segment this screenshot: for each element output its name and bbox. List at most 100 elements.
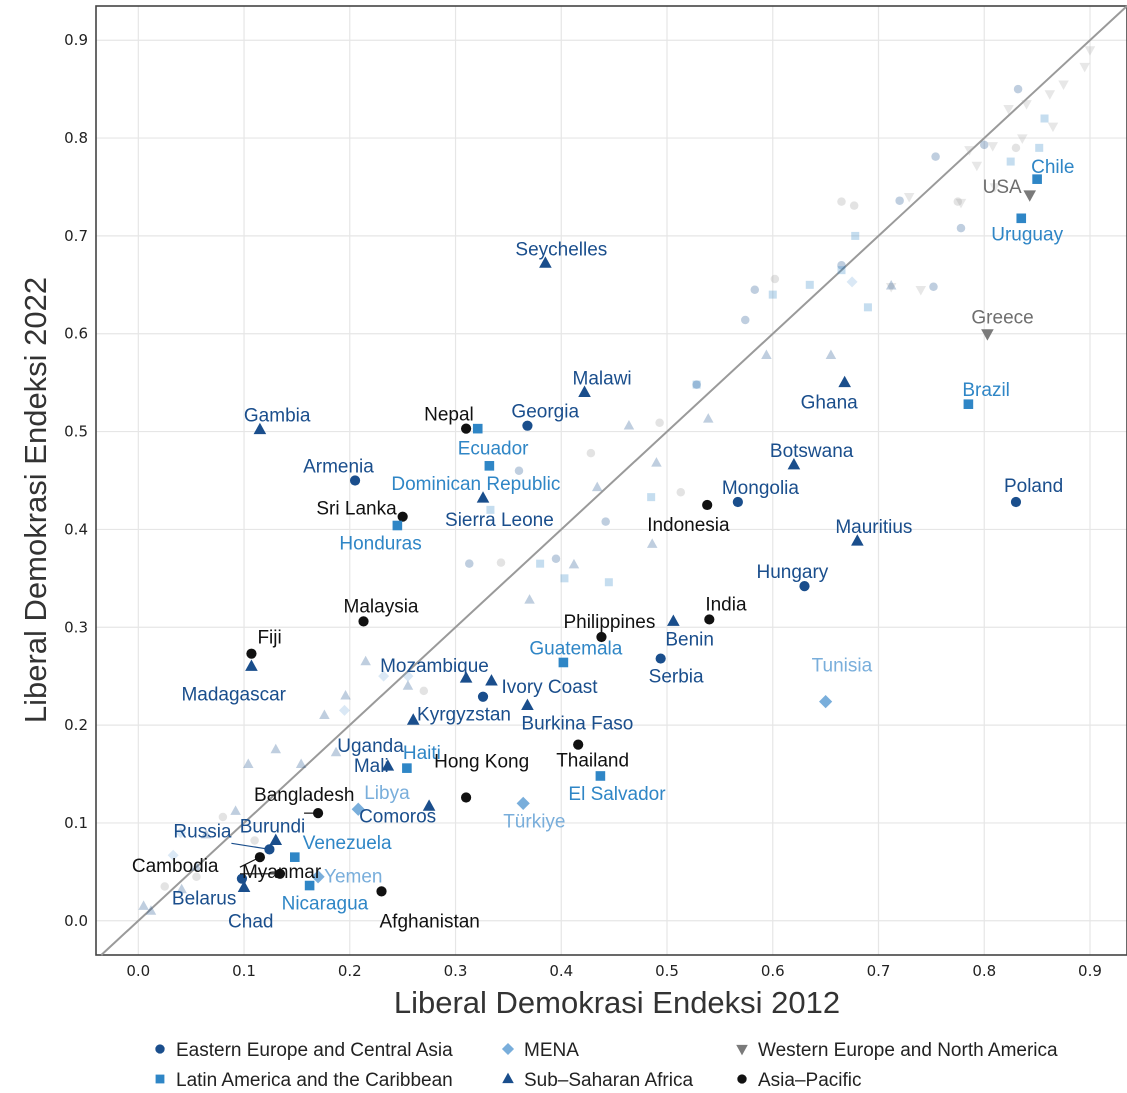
background-point <box>591 481 603 492</box>
label-mauritius: Mauritius <box>835 517 912 538</box>
point-belarus <box>236 873 248 884</box>
y-tick-label: 0.4 <box>64 520 88 538</box>
background-point <box>551 554 561 564</box>
background-point <box>903 193 915 203</box>
label-t-rkiye: Türkiye <box>503 811 565 832</box>
x-tick-label: 0.7 <box>867 962 891 980</box>
label-ecuador: Ecuador <box>458 439 529 460</box>
label-hong-kong: Hong Kong <box>434 751 529 772</box>
background-point <box>676 487 686 497</box>
label-ivory-coast: Ivory Coast <box>501 677 598 698</box>
label-nicaragua: Nicaragua <box>282 894 369 915</box>
y-tick-label: 0.9 <box>64 31 88 49</box>
x-tick-label: 0.8 <box>972 962 996 980</box>
label-malawi: Malawi <box>573 368 632 389</box>
legend-marker-western-europe-and-north-america <box>736 1044 748 1056</box>
point-seychelles <box>539 256 552 268</box>
background-point <box>851 231 860 240</box>
point-mongolia <box>732 496 743 508</box>
background-point <box>703 413 714 423</box>
background-point <box>586 448 596 458</box>
background-point <box>768 290 777 299</box>
y-tick-label: 0.0 <box>64 912 88 930</box>
point-fiji <box>246 648 257 659</box>
label-armenia: Armenia <box>303 457 374 478</box>
background-point <box>955 198 967 209</box>
background-point <box>604 578 613 587</box>
point-dominican-republic <box>484 461 495 471</box>
background-point <box>761 349 772 360</box>
label-ghana: Ghana <box>801 393 858 414</box>
background-point <box>1035 143 1044 152</box>
label-poland: Poland <box>1004 476 1063 497</box>
label-sierra-leone: Sierra Leone <box>445 510 554 531</box>
label-seychelles: Seychelles <box>515 239 607 260</box>
background-point <box>1013 84 1023 94</box>
background-point <box>692 380 701 389</box>
x-tick-label: 0.3 <box>444 962 468 980</box>
point-venezuela <box>289 852 300 862</box>
label-brazil: Brazil <box>962 380 1010 401</box>
point-uruguay <box>1016 213 1027 224</box>
background-points <box>138 46 1096 915</box>
label-madagascar: Madagascar <box>181 684 286 705</box>
background-point <box>319 709 330 720</box>
background-point <box>270 743 282 754</box>
x-tick-label: 0.5 <box>655 962 679 980</box>
point-mali <box>381 759 395 771</box>
background-point <box>524 594 535 604</box>
label-malaysia: Malaysia <box>344 596 419 617</box>
background-point <box>243 758 254 768</box>
background-point <box>218 812 228 822</box>
label-mozambique: Mozambique <box>380 656 489 677</box>
background-point <box>338 704 350 716</box>
label-belarus: Belarus <box>172 889 236 910</box>
point-chile <box>1032 174 1042 184</box>
diagonal-y-equals-x <box>100 5 1127 956</box>
label-nepal: Nepal <box>424 405 474 426</box>
label-kyrgyzstan: Kyrgyzstan <box>417 705 511 726</box>
point-ghana <box>838 375 851 388</box>
x-tick-label: 0.0 <box>126 962 150 980</box>
leader-line <box>231 842 270 850</box>
x-tick-label: 0.9 <box>1078 962 1102 980</box>
label-sri-lanka: Sri Lanka <box>316 499 397 520</box>
background-point <box>953 197 963 206</box>
legend-marker-sub-saharan-africa <box>502 1072 514 1084</box>
label-chad: Chad <box>228 911 273 932</box>
background-point <box>191 861 202 871</box>
point-malawi <box>578 385 591 397</box>
label-honduras: Honduras <box>339 534 421 555</box>
point-benin <box>667 614 680 626</box>
point-georgia <box>522 420 533 431</box>
background-point <box>964 146 975 156</box>
label-comoros: Comoros <box>359 806 436 827</box>
point-usa <box>1023 190 1037 202</box>
point-nicaragua <box>304 880 315 891</box>
legend-label-asia-pacific: Asia–Pacific <box>758 1070 862 1091</box>
point-burundi <box>269 833 283 846</box>
background-point <box>956 223 966 233</box>
label-russia: Russia <box>173 821 232 842</box>
background-point <box>987 142 998 152</box>
background-point <box>514 466 524 475</box>
background-point <box>402 670 414 682</box>
background-point <box>145 905 157 915</box>
point-armenia <box>349 475 361 486</box>
label-uruguay: Uruguay <box>991 224 1063 245</box>
label-usa: USA <box>983 177 1022 198</box>
x-tick-label: 0.6 <box>761 962 785 980</box>
point-sri-lanka <box>397 511 408 522</box>
background-point <box>1079 62 1090 73</box>
point-ivory-coast <box>485 674 498 686</box>
label-afghanistan: Afghanistan <box>380 911 480 932</box>
background-point <box>1006 157 1015 166</box>
background-point <box>741 315 750 325</box>
point-nepal <box>461 423 472 434</box>
background-point <box>1044 90 1056 100</box>
background-point <box>330 746 342 757</box>
label-haiti: Haiti <box>403 743 441 764</box>
x-tick-labels: 0.0 0.1 0.2 0.3 0.4 0.5 0.6 0.7 0.8 0.9 <box>126 962 1102 980</box>
background-point <box>536 559 545 568</box>
x-tick-label: 0.2 <box>338 962 362 980</box>
